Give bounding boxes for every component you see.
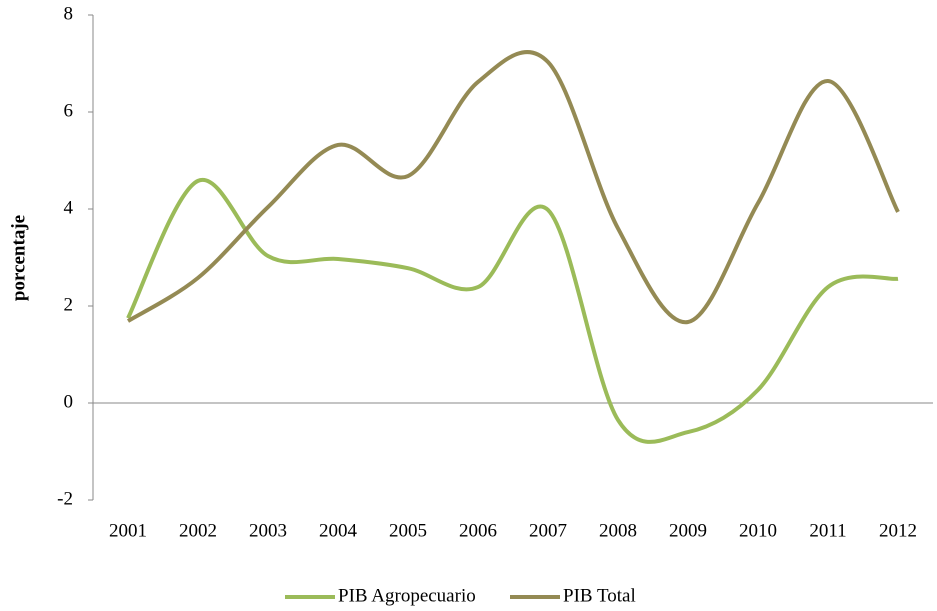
- x-tick-label: 2005: [389, 520, 427, 541]
- x-tick-label: 2002: [179, 520, 217, 541]
- y-tick-label: 8: [64, 3, 74, 24]
- x-tick-label: 2007: [529, 520, 567, 541]
- legend-label: PIB Agropecuario: [338, 585, 476, 606]
- y-axis-label: porcentaje: [8, 215, 29, 301]
- y-tick-label: 4: [64, 197, 74, 218]
- x-tick-label: 2009: [669, 520, 707, 541]
- x-tick-label: 2010: [739, 520, 777, 541]
- y-tick-label: 0: [64, 391, 74, 412]
- x-tick-label: 2011: [809, 520, 846, 541]
- x-tick-label: 2004: [319, 520, 358, 541]
- y-tick-label: 2: [64, 294, 74, 315]
- legend-label: PIB Total: [563, 585, 636, 606]
- series-line: [126, 50, 900, 325]
- x-tick-label: 2003: [249, 520, 287, 541]
- x-tick-label: 2001: [109, 520, 147, 541]
- x-tick-label: 2012: [879, 520, 917, 541]
- y-tick-label: -2: [57, 488, 73, 509]
- x-tick-label: 2006: [459, 520, 497, 541]
- y-tick-label: 6: [64, 100, 74, 121]
- x-tick-label: 2008: [599, 520, 637, 541]
